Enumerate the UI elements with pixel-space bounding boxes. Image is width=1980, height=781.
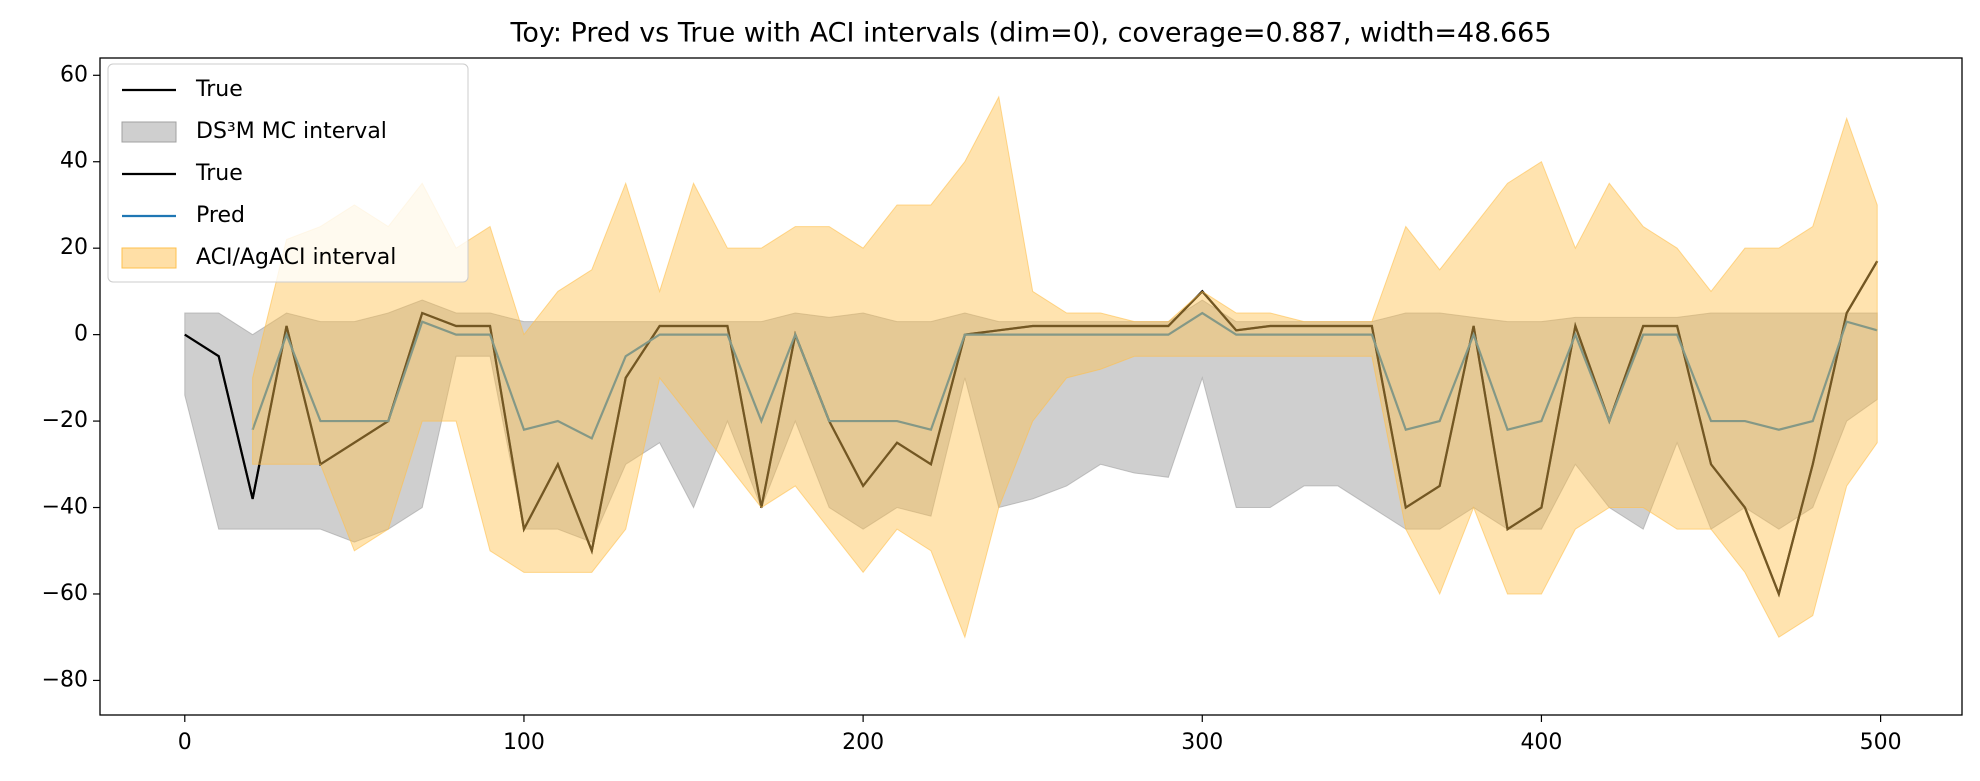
legend-label: ACI/AgACI interval bbox=[196, 245, 396, 270]
interval-band bbox=[252, 95, 1878, 639]
x-tick-label: 100 bbox=[503, 730, 545, 755]
y-tick-label: 0 bbox=[74, 322, 88, 347]
y-tick-label: 60 bbox=[60, 62, 88, 87]
legend-box bbox=[107, 63, 469, 283]
x-tick-label: 200 bbox=[842, 730, 884, 755]
y-tick-label: −20 bbox=[42, 408, 88, 433]
series-line bbox=[251, 311, 1878, 440]
legend-label: True bbox=[195, 161, 243, 186]
y-tick-label: −40 bbox=[42, 495, 88, 520]
y-tick-label: −80 bbox=[42, 667, 88, 692]
legend-swatch bbox=[121, 121, 177, 143]
legend-swatch bbox=[121, 247, 177, 269]
x-tick-label: 500 bbox=[1860, 730, 1902, 755]
plot-frame bbox=[99, 57, 1963, 716]
x-tick-label: 300 bbox=[1181, 730, 1223, 755]
x-tick-label: 400 bbox=[1520, 730, 1562, 755]
x-tick-label: 0 bbox=[178, 730, 192, 755]
y-tick-label: 20 bbox=[60, 235, 88, 260]
chart-title: Toy: Pred vs True with ACI intervals (di… bbox=[509, 18, 1551, 49]
legend-label: True bbox=[195, 77, 243, 102]
y-tick-label: −60 bbox=[42, 581, 88, 606]
legend-label: Pred bbox=[196, 203, 245, 228]
y-tick-label: 40 bbox=[60, 149, 88, 174]
legend-label: DS³M MC interval bbox=[196, 119, 387, 144]
